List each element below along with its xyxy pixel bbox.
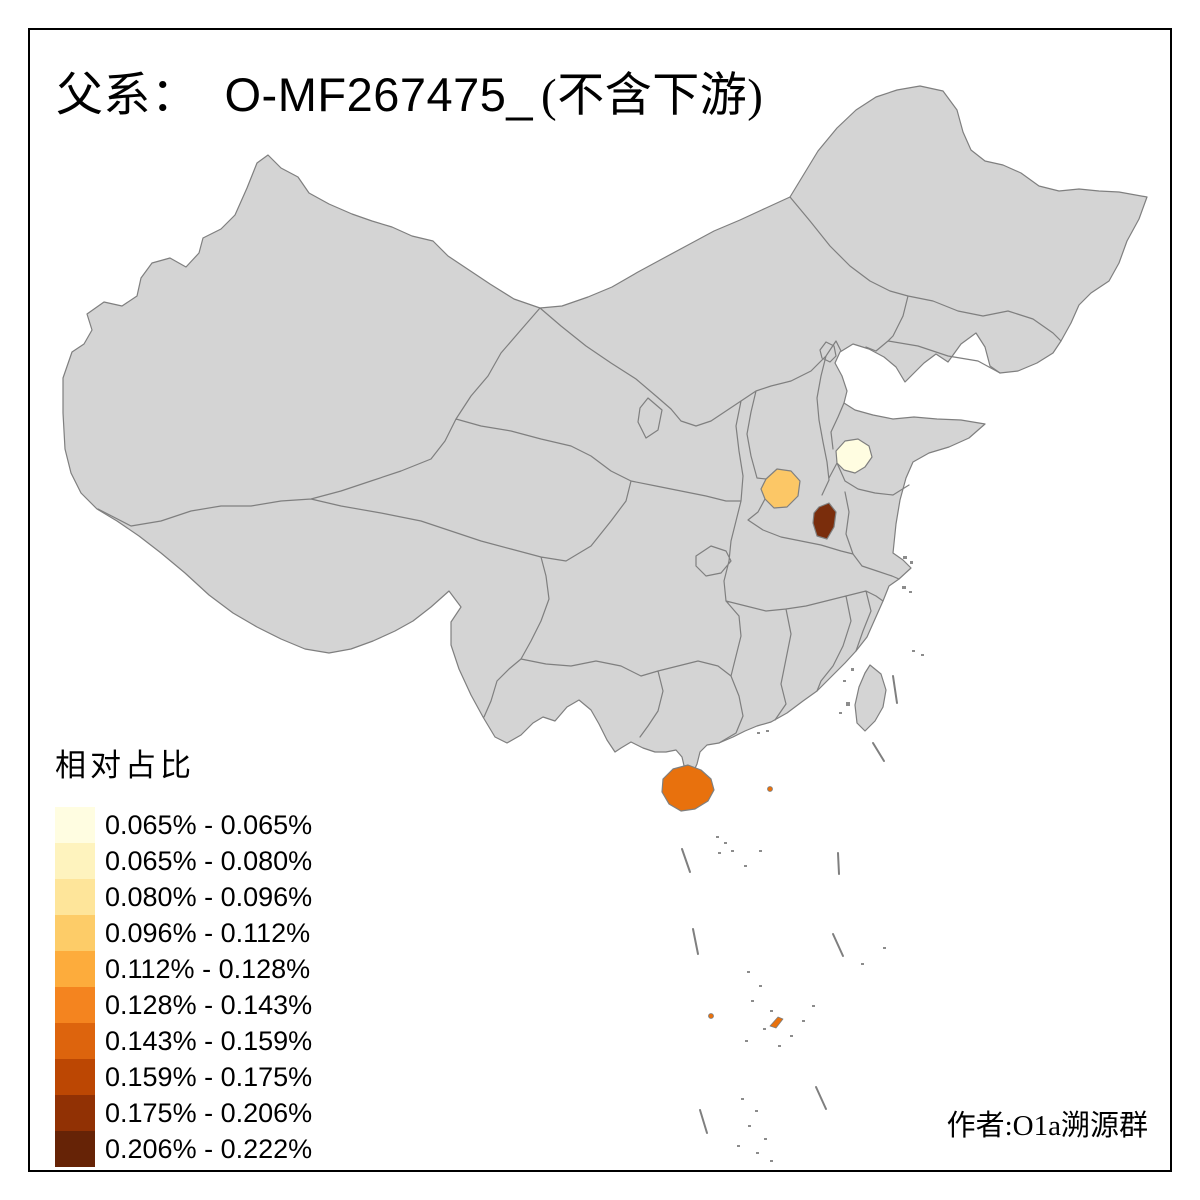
legend-row: 0.065% - 0.065% bbox=[55, 807, 312, 843]
legend: 相对占比 0.065% - 0.065% 0.065% - 0.080% 0.0… bbox=[55, 740, 312, 1167]
islet-east-of-hainan bbox=[767, 786, 773, 792]
mainland-china-outline bbox=[62, 85, 1148, 778]
legend-label: 0.175% - 0.206% bbox=[105, 1098, 313, 1128]
region-north-henan bbox=[760, 468, 801, 509]
paracel-islet-east bbox=[769, 1016, 784, 1029]
legend-row: 0.159% - 0.175% bbox=[55, 1059, 312, 1095]
coastal-and-south-china-sea-islets bbox=[716, 556, 924, 1162]
legend-label: 0.096% - 0.112% bbox=[105, 918, 311, 948]
region-west-shandong bbox=[835, 438, 873, 474]
legend-swatch bbox=[55, 843, 95, 879]
map-frame-border bbox=[28, 28, 1172, 1172]
legend-swatch bbox=[55, 987, 95, 1023]
legend-row: 0.096% - 0.112% bbox=[55, 915, 312, 951]
nine-dash-line-segments bbox=[681, 675, 898, 1134]
legend-swatch bbox=[55, 1023, 95, 1059]
legend-swatch bbox=[55, 915, 95, 951]
legend-label: 0.112% - 0.128% bbox=[105, 954, 311, 984]
legend-swatch bbox=[55, 1131, 95, 1167]
legend-row: 0.080% - 0.096% bbox=[55, 879, 312, 915]
legend-title: 相对占比 bbox=[55, 748, 195, 783]
legend-swatch bbox=[55, 807, 95, 843]
province-borders bbox=[97, 196, 1062, 744]
region-hainan bbox=[661, 764, 715, 812]
legend-swatch bbox=[55, 1059, 95, 1095]
taiwan-island bbox=[854, 664, 887, 732]
title-suffix: (不含下游) bbox=[541, 70, 764, 122]
legend-label: 0.080% - 0.096% bbox=[105, 882, 313, 912]
region-east-henan bbox=[812, 502, 837, 540]
author-credit: 作者:O1a溯源群 bbox=[946, 1110, 1148, 1142]
legend-label: 0.065% - 0.065% bbox=[105, 810, 313, 840]
legend-row: 0.128% - 0.143% bbox=[55, 987, 312, 1023]
legend-swatch bbox=[55, 951, 95, 987]
legend-row: 0.175% - 0.206% bbox=[55, 1095, 312, 1131]
legend-row: 0.143% - 0.159% bbox=[55, 1023, 312, 1059]
paracel-islet-west bbox=[708, 1013, 714, 1019]
legend-row: 0.065% - 0.080% bbox=[55, 843, 312, 879]
legend-row: 0.112% - 0.128% bbox=[55, 951, 312, 987]
legend-label: 0.143% - 0.159% bbox=[105, 1026, 313, 1056]
legend-label: 0.206% - 0.222% bbox=[105, 1134, 313, 1164]
title-prefix: 父系： bbox=[56, 70, 199, 122]
legend-label: 0.065% - 0.080% bbox=[105, 846, 313, 876]
legend-row: 0.206% - 0.222% bbox=[55, 1131, 312, 1167]
legend-swatch bbox=[55, 1095, 95, 1131]
legend-label: 0.128% - 0.143% bbox=[105, 990, 313, 1020]
title-haplogroup-code: O-MF267475_ bbox=[224, 68, 534, 121]
legend-swatch bbox=[55, 879, 95, 915]
figure-title: 父系： O-MF267475_ (不含下游) bbox=[56, 56, 763, 125]
legend-label: 0.159% - 0.175% bbox=[105, 1062, 313, 1092]
